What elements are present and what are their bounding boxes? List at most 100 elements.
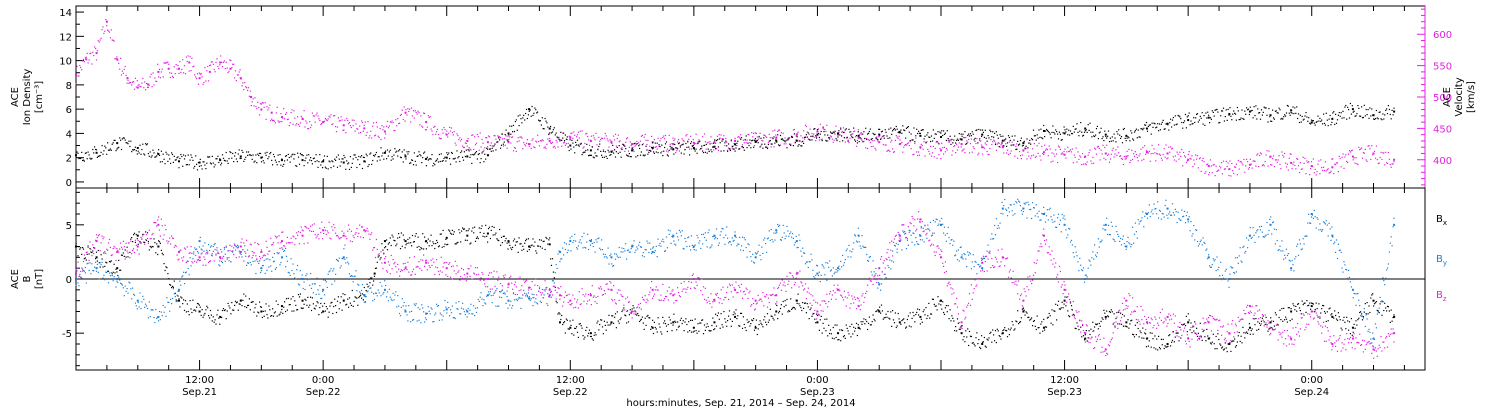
bx-series-sample <box>571 333 573 335</box>
bx-series-sample <box>308 306 310 308</box>
density-series-sample <box>193 167 195 169</box>
velocity-series-sample <box>87 62 89 64</box>
velocity-series-sample <box>349 125 351 127</box>
velocity-series-sample <box>176 68 178 70</box>
density-series-sample <box>1353 110 1355 112</box>
bx-series-sample <box>554 286 556 288</box>
bx-series-sample <box>1158 335 1160 337</box>
bx-series-sample <box>1107 316 1110 318</box>
velocity-series-sample <box>330 114 332 116</box>
bx-series-sample <box>420 247 422 249</box>
velocity-series-sample <box>1080 156 1082 158</box>
velocity-series-sample <box>824 129 826 131</box>
density-series-sample <box>378 156 380 158</box>
by-series-sample <box>120 283 123 285</box>
density-series-sample <box>139 144 141 146</box>
velocity-series-sample <box>1345 154 1347 156</box>
by-series-sample <box>168 301 170 303</box>
density-axis-label: ACEIon Density[cm⁻³] <box>10 69 45 126</box>
by-series-sample <box>138 306 140 308</box>
density-series-sample <box>631 147 633 150</box>
bx-series-sample <box>358 296 360 299</box>
bx-series-sample <box>158 240 160 242</box>
velocity-series-sample <box>856 139 858 141</box>
velocity-series-sample <box>946 149 948 151</box>
velocity-series-sample <box>149 76 151 78</box>
bx-series-sample <box>1177 332 1179 334</box>
bx-series-sample <box>1272 328 1274 330</box>
density-series-sample <box>1380 118 1382 120</box>
velocity-series-sample <box>175 64 177 66</box>
by-series-sample <box>208 244 210 246</box>
bx-series-sample <box>277 303 279 306</box>
by-series-point <box>383 288 386 291</box>
bx-series-sample <box>563 321 566 323</box>
density-series-sample <box>386 158 388 160</box>
density-series-sample <box>387 155 389 157</box>
velocity-series-sample <box>498 136 500 138</box>
density-series-sample <box>914 141 916 143</box>
bx-series-sample <box>1363 311 1365 313</box>
by-series-sample <box>143 298 145 300</box>
velocity-series-point <box>898 143 901 146</box>
velocity-series-point <box>445 133 448 136</box>
density-series-sample <box>1020 137 1022 139</box>
density-series-sample <box>923 138 925 140</box>
bx-series-sample <box>804 302 806 304</box>
density-series-sample <box>549 132 551 134</box>
by-series-sample <box>206 249 208 251</box>
density-series-sample <box>332 161 334 163</box>
density-series-sample <box>1146 130 1149 132</box>
velocity-series-point <box>940 149 943 152</box>
density-series-sample <box>122 137 124 139</box>
density-series-sample <box>622 143 624 145</box>
velocity-series-sample <box>450 127 453 129</box>
velocity-series-sample <box>604 132 606 135</box>
density-series-sample <box>1013 139 1015 141</box>
bx-series-sample <box>133 232 136 234</box>
velocity-series-sample <box>136 80 138 82</box>
velocity-series-sample <box>95 59 98 61</box>
bx-series-sample <box>798 303 800 305</box>
density-series-sample <box>806 136 808 138</box>
bx-series-sample <box>823 327 825 329</box>
bx-series-sample <box>234 304 236 306</box>
bx-series-sample <box>115 268 117 270</box>
velocity-series-sample <box>1009 152 1011 154</box>
bx-series-sample <box>994 340 996 342</box>
velocity-series-sample <box>1062 153 1064 155</box>
density-series-sample <box>804 136 806 138</box>
bx-series-sample <box>1081 336 1083 338</box>
velocity-series-sample <box>116 56 118 58</box>
density-series-sample <box>1279 109 1281 111</box>
density-series-sample <box>373 155 376 157</box>
density-series-sample <box>289 161 291 163</box>
by-series-sample <box>368 285 370 287</box>
bx-series-sample <box>1252 333 1254 335</box>
by-series-sample <box>233 247 235 249</box>
velocity-series-sample <box>348 123 350 125</box>
density-series-sample <box>183 154 185 156</box>
bx-series-sample <box>1309 302 1311 304</box>
velocity-series-sample <box>266 106 268 108</box>
density-series-sample <box>568 149 570 152</box>
bx-series-sample <box>1241 342 1243 344</box>
bx-series-sample <box>918 314 920 316</box>
bx-series-sample <box>1086 340 1088 342</box>
bx-series-sample <box>1333 317 1335 319</box>
bx-series-sample <box>628 314 630 316</box>
bx-series-sample <box>1346 316 1348 318</box>
velocity-series-sample <box>677 141 679 143</box>
velocity-series-sample <box>1287 169 1289 171</box>
bx-series-sample <box>211 320 213 322</box>
velocity-series-sample <box>512 136 514 138</box>
bx-series-sample <box>1036 315 1038 317</box>
density-series-sample <box>841 135 843 137</box>
velocity-series-point <box>198 77 201 80</box>
density-series-sample <box>125 142 127 144</box>
velocity-series-sample <box>1268 150 1270 152</box>
velocity-series-sample <box>605 135 607 137</box>
bx-series-sample <box>85 259 87 261</box>
velocity-series-sample <box>82 58 85 60</box>
velocity-series-sample <box>143 87 145 89</box>
